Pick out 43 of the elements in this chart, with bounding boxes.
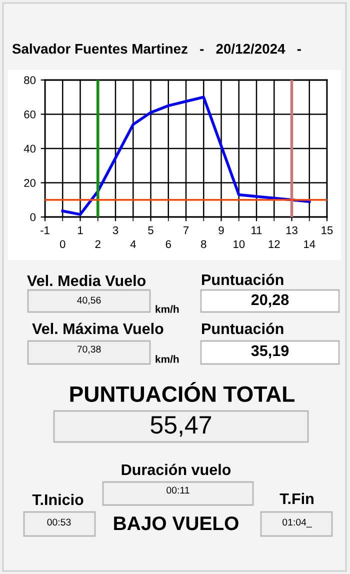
chart-title: Salvador Fuentes Martinez - 20/12/2024 - <box>12 44 301 54</box>
text: Puntuación <box>202 274 284 286</box>
x2-tick-label: 12 <box>268 240 280 248</box>
text: km/h <box>156 305 179 313</box>
text: 40,56 <box>77 296 101 305</box>
x-tick-label: 15 <box>322 226 333 234</box>
text: T.Inicio <box>32 494 84 506</box>
x2-tick-label: 6 <box>166 240 171 248</box>
y-tick-label: 0 <box>30 213 36 222</box>
x2-tick-label: 10 <box>234 240 245 248</box>
x2-tick-label: 8 <box>201 240 206 248</box>
x-tick-label: 3 <box>112 226 118 234</box>
x-tick-label: 1 <box>78 226 83 234</box>
y-tick-label: 40 <box>24 144 36 153</box>
text: 70,38 <box>77 346 101 354</box>
x-tick-label: 13 <box>286 226 298 234</box>
x-tick-label: -1 <box>40 226 50 234</box>
x2-tick-label: 4 <box>130 240 136 248</box>
text: 55,47 <box>150 416 212 437</box>
text: 00:11 <box>166 486 190 494</box>
text: Duración vuelo <box>122 464 231 476</box>
y-tick-label: 60 <box>24 110 36 118</box>
text: 00:53 <box>47 518 71 526</box>
x-tick-label: 9 <box>218 226 224 234</box>
x-tick-label: 11 <box>252 226 262 234</box>
x-tick-label: 7 <box>183 226 189 234</box>
line-series <box>61 96 311 216</box>
text: 01:04_ <box>282 518 312 528</box>
x2-tick-label: 14 <box>304 240 316 248</box>
text: 35,19 <box>251 345 289 358</box>
text: Puntuación <box>202 322 284 334</box>
text: BAJO VUELO <box>114 516 238 530</box>
x-tick-label: 5 <box>148 226 154 234</box>
x2-tick-label: 0 <box>60 240 66 248</box>
text: km/h <box>156 355 179 363</box>
text: Vel. Máxima Vuelo <box>32 322 164 334</box>
text: Vel. Media Vuelo <box>27 274 146 286</box>
y-tick-label: 20 <box>24 179 36 187</box>
x2-tick-label: 2 <box>95 240 100 248</box>
text: T.Fin <box>280 492 314 504</box>
text: 20,28 <box>251 294 289 308</box>
text: PUNTUACIÓN TOTAL <box>70 382 294 402</box>
y-tick-label: 80 <box>24 76 36 84</box>
